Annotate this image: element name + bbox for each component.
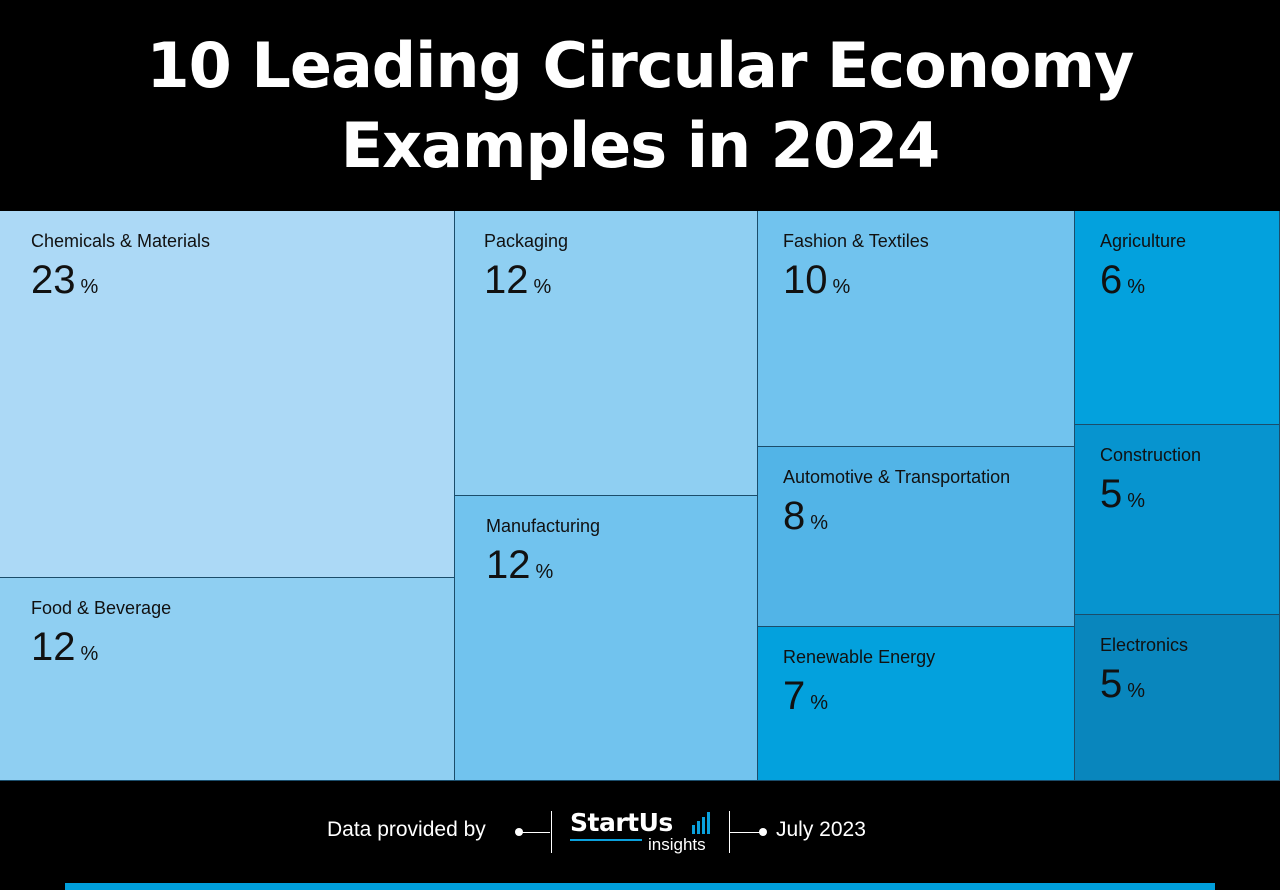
tile-value: 6% [1100, 258, 1145, 303]
bar-chart-icon [692, 812, 712, 834]
treemap-tile-agriculture: Agriculture 6% [1075, 211, 1280, 425]
treemap-tile-food-beverage: Food & Beverage 12% [0, 578, 455, 781]
tile-value: 7% [783, 674, 828, 719]
treemap-tile-electronics: Electronics 5% [1075, 615, 1280, 781]
tile-label: Chemicals & Materials [31, 231, 211, 251]
treemap-tile-construction: Construction 5% [1075, 425, 1280, 615]
treemap-chart: Chemicals & Materials 23% Food & Beverage 1… [0, 211, 1280, 781]
tile-label: Agriculture [1100, 231, 1187, 251]
tile-label: Construction [1100, 445, 1202, 465]
footer: Data provided by StartUs insights July 2… [0, 808, 1280, 858]
treemap-tile-renewable-energy: Renewable Energy 7% [758, 627, 1075, 781]
tile-label: Packaging [484, 231, 569, 251]
treemap-tile-fashion-textiles: Fashion & Textiles 10% [758, 211, 1075, 447]
tile-value-unit: % [1127, 680, 1146, 702]
tile-value-number: 5 [1100, 662, 1123, 706]
treemap-tile-chemicals-materials: Chemicals & Materials 23% [0, 211, 455, 578]
tile-value-number: 12 [31, 625, 76, 669]
tile-value: 5% [1100, 662, 1145, 707]
connector-dot-right [759, 828, 767, 836]
logo-subtitle: insights [648, 835, 706, 854]
tile-value: 8% [783, 494, 828, 539]
page-title: 10 Leading Circular Economy Examples in … [0, 26, 1280, 186]
title-line-2: Examples in 2024 [340, 109, 941, 182]
tile-value-unit: % [1127, 490, 1146, 512]
bottom-accent-bar [65, 883, 1215, 890]
logo-underline [570, 839, 642, 841]
tile-value-number: 8 [783, 494, 806, 538]
connector-line-right [730, 832, 761, 833]
treemap-tile-automotive-transportation: Automotive & Transportation 8% [758, 447, 1075, 627]
tile-value-number: 10 [783, 258, 828, 302]
tile-label: Fashion & Textiles [783, 231, 929, 251]
tile-value-number: 6 [1100, 258, 1123, 302]
tile-value-unit: % [832, 276, 851, 298]
tile-value-number: 12 [486, 543, 531, 587]
logo-brand-name: StartUs [570, 808, 673, 837]
tile-value-unit: % [1127, 276, 1146, 298]
tile-value: 12% [486, 543, 553, 588]
startus-insights-logo: StartUs insights [570, 808, 720, 858]
tile-value-number: 5 [1100, 472, 1123, 516]
treemap-tile-manufacturing: Manufacturing 12% [455, 496, 758, 781]
tile-value: 23% [31, 258, 98, 303]
divider-right [729, 811, 730, 853]
tile-value-unit: % [533, 276, 552, 298]
tile-value-number: 7 [783, 674, 806, 718]
tile-value: 12% [31, 625, 98, 670]
tile-label: Electronics [1100, 635, 1189, 655]
tile-label: Renewable Energy [783, 647, 936, 667]
tile-value-unit: % [535, 561, 554, 583]
tile-value: 10% [783, 258, 850, 303]
tile-value-unit: % [810, 512, 829, 534]
tile-value-unit: % [80, 276, 99, 298]
tile-value-number: 12 [484, 258, 529, 302]
data-provided-label: Data provided by [327, 818, 486, 841]
tile-value: 12% [484, 258, 551, 303]
tile-value-unit: % [810, 692, 829, 714]
tile-label: Food & Beverage [31, 598, 172, 618]
title-line-1: 10 Leading Circular Economy [146, 29, 1135, 102]
treemap-tile-packaging: Packaging 12% [455, 211, 758, 496]
tile-value: 5% [1100, 472, 1145, 517]
tile-value-unit: % [80, 643, 99, 665]
tile-value-number: 23 [31, 258, 76, 302]
report-date: July 2023 [776, 818, 866, 841]
tile-label: Manufacturing [486, 516, 601, 536]
tile-label: Automotive & Transportation [783, 467, 1011, 487]
divider-left [551, 811, 552, 853]
connector-line-left [519, 832, 550, 833]
